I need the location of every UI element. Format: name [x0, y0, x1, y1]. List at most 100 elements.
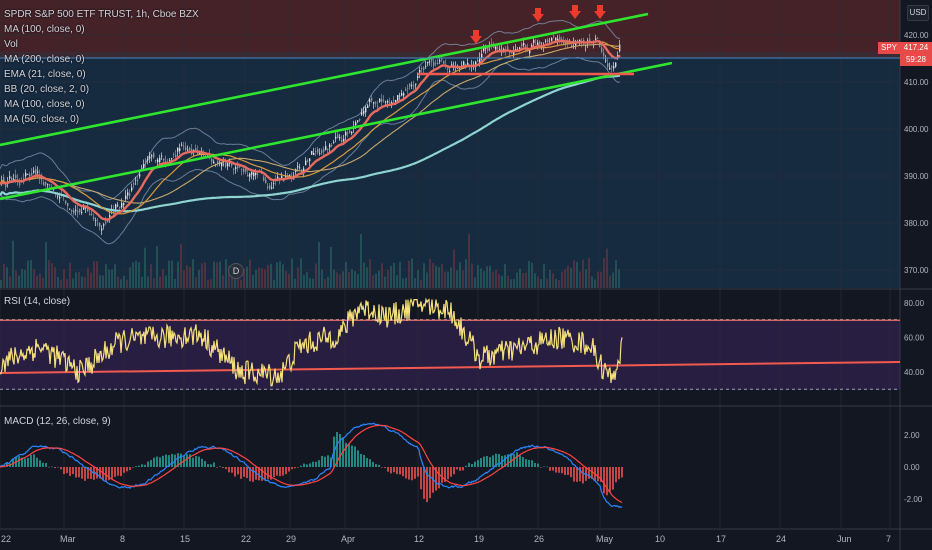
candle-body: [247, 174, 249, 177]
rsi-title[interactable]: RSI (14, close): [4, 296, 71, 307]
volume-bar: [240, 279, 242, 288]
macd-hist-bar: [51, 466, 53, 468]
candle-body: [531, 44, 533, 47]
candle-body: [133, 183, 135, 185]
candle-body: [289, 174, 291, 177]
macd-hist-bar: [471, 463, 473, 467]
candle-body: [73, 210, 75, 214]
volume-bar: [165, 275, 167, 288]
macd-hist-bar: [414, 467, 416, 479]
time-tick-label: 29: [286, 534, 296, 544]
candle-body: [539, 41, 541, 44]
candle-body: [297, 166, 299, 168]
candle-body: [309, 158, 311, 162]
volume-bar: [366, 267, 368, 288]
earnings-marker[interactable]: D: [228, 263, 244, 279]
candle-body: [183, 146, 185, 148]
candle-body: [419, 70, 421, 73]
macd-hist-bar: [105, 467, 107, 481]
volume-bar: [282, 264, 284, 288]
macd-histogram: [0, 432, 623, 503]
candle-body: [151, 155, 153, 157]
macd-hist-bar: [516, 452, 518, 467]
macd-hist-bar: [408, 467, 410, 480]
time-tick-label: Jun: [837, 534, 852, 544]
candle-body: [511, 52, 513, 54]
volume-bar: [360, 234, 362, 288]
symbol-title[interactable]: SPDR S&P 500 ETF TRUST, 1h, Cboe BZX: [4, 9, 199, 20]
macd-hist-bar: [474, 461, 476, 467]
volume-bar: [402, 278, 404, 288]
candle-body: [525, 45, 527, 48]
macd-hist-bar: [531, 460, 533, 467]
legend-ma50[interactable]: MA (50, close, 0): [4, 114, 80, 125]
candle-body: [175, 154, 177, 157]
candle-body: [299, 167, 301, 169]
macd-title[interactable]: MACD (12, 26, close, 9): [4, 416, 111, 427]
currency-button[interactable]: USD: [907, 5, 929, 21]
macd-hist-bar: [228, 467, 230, 473]
indicator-legend[interactable]: SPDR S&P 500 ETF TRUST, 1h, Cboe BZX MA …: [4, 7, 199, 127]
macd-signal-line: [0, 424, 623, 504]
candle-body: [233, 168, 235, 170]
macd-hist-bar: [294, 467, 296, 469]
volume-bar: [417, 269, 419, 288]
candle-body: [603, 52, 605, 56]
macd-hist-bar: [87, 467, 89, 479]
rsi-tick-label: 60.00: [904, 334, 925, 343]
macd-hist-bar: [33, 454, 35, 467]
volume-bar: [459, 262, 461, 288]
legend-ema21[interactable]: EMA (21, close, 0): [4, 69, 86, 80]
volume-bar: [168, 260, 170, 288]
volume-bar: [423, 263, 425, 288]
candle-body: [369, 99, 371, 102]
volume-bar: [225, 259, 227, 288]
legend-vol[interactable]: Vol: [4, 39, 18, 50]
macd-hist-bar: [420, 467, 422, 490]
candle-body: [245, 169, 247, 172]
candle-body: [547, 39, 549, 42]
legend-ma100-b[interactable]: MA (100, close, 0): [4, 99, 85, 110]
macd-hist-bar: [225, 467, 227, 470]
candle-body: [15, 175, 17, 179]
volume-bar: [315, 263, 317, 288]
macd-hist-bar: [252, 467, 254, 482]
candle-body: [599, 40, 601, 47]
candle-body: [271, 187, 273, 189]
candle-body: [491, 43, 493, 45]
legend-ma200[interactable]: MA (200, close, 0): [4, 54, 85, 65]
macd-hist-bar: [201, 458, 203, 467]
volume-bar: [276, 262, 278, 288]
candle-body: [441, 58, 443, 60]
legend-bb[interactable]: BB (20, close, 2, 0): [4, 84, 90, 95]
candle-body: [435, 63, 437, 65]
legend-ma100-a[interactable]: MA (100, close, 0): [4, 24, 85, 35]
volume-bar: [210, 279, 212, 288]
macd-hist-bar: [570, 467, 572, 478]
candle-body: [477, 60, 479, 62]
macd-hist-bar: [546, 466, 548, 468]
ma50-line: [0, 40, 620, 215]
volume-bar: [231, 272, 233, 288]
volume-bar: [270, 263, 272, 288]
volume-bar: [300, 258, 302, 288]
volume-bar: [435, 265, 437, 288]
volume-bar: [468, 233, 470, 288]
candle-body: [421, 68, 423, 69]
volume-bar: [123, 275, 125, 288]
macd-hist-bar: [540, 467, 542, 468]
candle-body: [49, 184, 51, 186]
volume-bar: [174, 278, 176, 288]
candle-body: [19, 183, 21, 185]
macd-hist-bar: [102, 467, 104, 481]
macd-hist-bar: [135, 466, 137, 467]
candle-body: [397, 95, 399, 101]
macd-hist-bar: [243, 467, 245, 477]
candle-body: [343, 138, 345, 141]
candle-body: [99, 222, 101, 227]
candle-body: [25, 172, 27, 177]
candle-body: [263, 176, 265, 181]
candle-body: [383, 100, 385, 102]
volume-bar: [150, 264, 152, 288]
